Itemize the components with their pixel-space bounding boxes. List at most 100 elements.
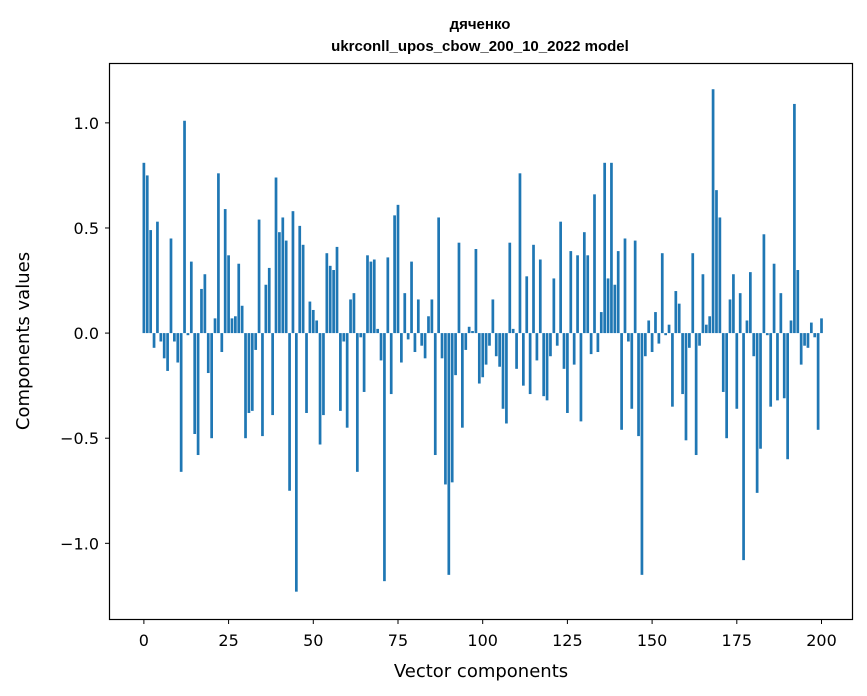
bar	[816, 333, 820, 430]
bar	[552, 278, 556, 334]
bar	[610, 162, 613, 334]
bar	[732, 274, 735, 334]
bar	[528, 333, 532, 395]
bar	[410, 261, 413, 334]
bar	[437, 217, 440, 334]
bar	[786, 333, 789, 460]
bar	[765, 333, 769, 336]
bar	[159, 333, 163, 342]
bar	[715, 190, 718, 334]
bar	[383, 333, 386, 582]
bar	[660, 253, 664, 334]
bar	[416, 299, 420, 334]
bar	[681, 333, 684, 395]
bar	[396, 204, 400, 334]
bar	[271, 333, 274, 416]
bar	[643, 333, 647, 357]
bar	[813, 333, 817, 338]
bar	[623, 238, 627, 334]
bar	[698, 333, 701, 346]
plot-frame	[108, 62, 854, 621]
bar	[257, 219, 261, 334]
chart-subtitle: ukrconll_upos_cbow_200_10_2022 model	[331, 38, 629, 55]
bar	[318, 333, 322, 445]
bar	[169, 238, 173, 334]
bar	[393, 215, 396, 334]
bar	[728, 299, 732, 334]
bar	[196, 333, 200, 456]
bar	[345, 333, 349, 428]
bar	[305, 333, 308, 413]
bar	[240, 305, 244, 334]
bar	[166, 333, 169, 371]
bar	[389, 333, 393, 395]
bar	[820, 318, 823, 334]
bar	[152, 333, 156, 348]
bar	[671, 333, 674, 407]
bar	[447, 333, 451, 575]
bar	[589, 333, 593, 355]
bar	[413, 333, 417, 353]
bar	[281, 217, 285, 334]
bar	[237, 263, 241, 334]
bar	[250, 333, 254, 411]
bar	[633, 240, 637, 334]
bar	[596, 333, 600, 353]
bar	[637, 333, 640, 437]
bar	[769, 333, 773, 407]
bar	[461, 333, 464, 428]
bar	[440, 333, 444, 359]
bar	[379, 333, 383, 361]
bar	[427, 316, 430, 334]
bar	[355, 333, 359, 472]
bar	[311, 309, 315, 334]
bar	[217, 173, 220, 334]
bar	[261, 333, 264, 437]
bar	[278, 232, 281, 334]
bar	[562, 333, 566, 369]
bar	[752, 333, 756, 357]
bar	[284, 240, 288, 334]
bar	[721, 333, 725, 392]
bar	[572, 333, 576, 365]
bar	[179, 333, 183, 472]
bar	[505, 333, 508, 424]
bar	[366, 255, 369, 334]
bar	[809, 322, 813, 334]
bar	[254, 333, 258, 350]
bar	[789, 320, 793, 334]
bar	[677, 303, 681, 334]
bar	[759, 333, 762, 449]
x-tick-label: 100	[467, 631, 498, 650]
bar	[267, 267, 271, 334]
bar	[582, 232, 586, 334]
y-tick-label: 0.0	[74, 324, 99, 343]
bar	[491, 299, 495, 334]
bar	[173, 333, 176, 342]
bar	[200, 288, 203, 334]
bar	[335, 246, 339, 334]
bar	[684, 333, 688, 441]
bar	[400, 333, 403, 363]
y-tick-label: 1.0	[74, 114, 99, 133]
x-tick-label: 150	[637, 631, 668, 650]
bar	[362, 333, 366, 392]
x-axis-ticks: 0 25 50 75 100 125 150 175 200	[139, 619, 837, 650]
bar	[806, 333, 810, 348]
bar	[555, 333, 559, 346]
bar	[772, 263, 776, 334]
bar	[566, 333, 569, 413]
bar	[193, 333, 197, 434]
bar	[376, 328, 380, 334]
bar	[603, 162, 607, 334]
bar	[674, 291, 678, 334]
bar	[664, 333, 668, 336]
bar	[518, 173, 522, 334]
bar	[725, 333, 728, 439]
bar	[477, 333, 481, 384]
bar	[799, 333, 803, 365]
y-tick-label: −0.5	[60, 429, 99, 448]
y-axis-ticks: −1.0 −0.5 0.0 0.5 1.0	[60, 114, 110, 553]
bar	[711, 89, 715, 334]
